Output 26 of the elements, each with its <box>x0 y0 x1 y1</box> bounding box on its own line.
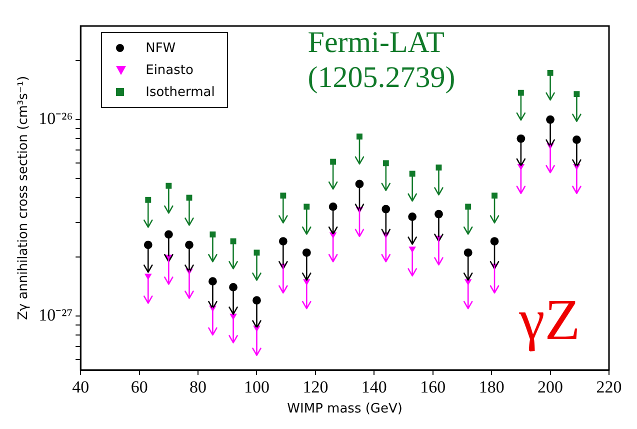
annotation: γZ <box>519 286 580 352</box>
x-tick-label: 40 <box>72 378 90 397</box>
x-axis-title: WIMP mass (GeV) <box>287 402 402 417</box>
x-tick-label: 220 <box>596 378 622 397</box>
x-tick-label: 80 <box>190 378 207 397</box>
x-tick-label: 140 <box>361 378 387 397</box>
point <box>465 204 472 210</box>
x-tick-label: 120 <box>302 378 328 397</box>
point <box>518 90 524 96</box>
point <box>356 134 362 140</box>
legend-label: Einasto <box>146 62 194 78</box>
point <box>382 204 390 214</box>
point <box>382 160 389 166</box>
point <box>492 192 498 199</box>
x-tick-label: 60 <box>130 378 148 397</box>
point <box>355 180 364 188</box>
x-tick-label: 180 <box>478 378 504 397</box>
y-tick-label: 10⁻²⁷ <box>38 305 73 324</box>
x-tick-label: 100 <box>244 378 270 397</box>
x-tick-label: 160 <box>420 378 446 397</box>
legend-label: Isothermal <box>146 84 215 100</box>
y-tick-label: 10⁻²⁶ <box>38 109 73 128</box>
x-tick-label: 200 <box>538 378 564 397</box>
y-axis-title: Zγ annihilation cross section (cm³s⁻¹) <box>16 76 32 320</box>
legend-label: NFW <box>146 40 176 56</box>
annotation: Fermi-LAT (1205.2739) <box>308 26 456 95</box>
